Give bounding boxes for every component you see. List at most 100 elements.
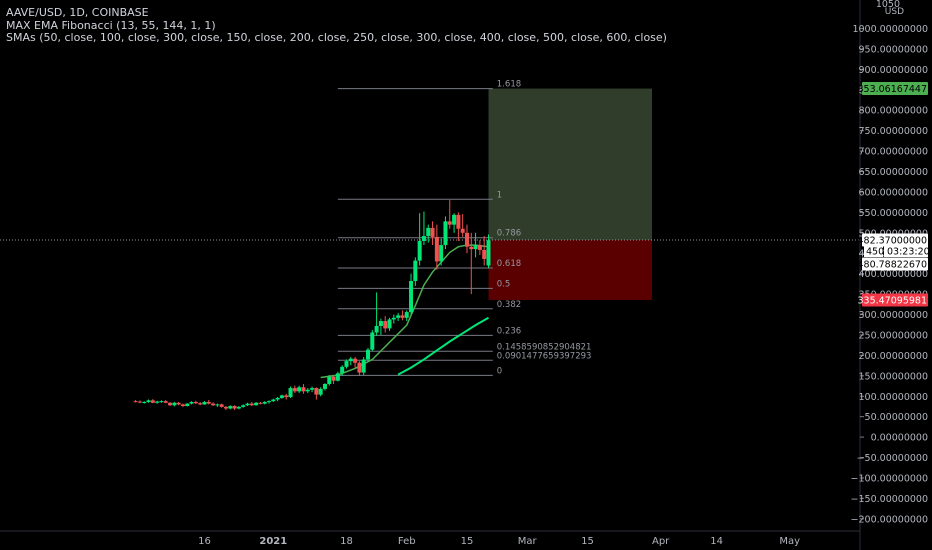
y-tick-label: 250.00000000 [858,330,928,341]
x-tick-label: 16 [198,536,211,547]
candle-body [318,388,323,395]
candle-body [340,366,345,374]
chart-legend: AAVE/USD, 1D, COINBASE MAX EMA Fibonacci… [6,6,667,44]
candle-body [310,388,315,390]
candle [189,401,194,405]
candle [155,400,160,404]
candle-body [176,402,181,405]
fib-level-label: 0.0901477659397293 [497,351,592,361]
price-label: 450 [864,245,884,258]
candle [447,200,452,229]
candle [331,375,336,384]
candle [172,401,177,407]
candle-body [348,358,353,362]
y-tick-label: 750.00000000 [858,126,928,137]
candle [370,330,375,352]
candle-body [189,401,194,404]
candle-body [366,349,370,360]
candle-body [262,401,267,404]
candle-body [163,401,168,403]
candle-body [353,358,358,363]
candle [249,401,254,407]
price-label: 335.47095981 [857,293,928,307]
candle-body [409,281,414,313]
candle [456,212,461,241]
price-label-bg [884,245,928,258]
price-label-bg [864,245,883,258]
candle [275,397,280,402]
x-tick-label: 15 [461,536,474,547]
candle [426,224,431,243]
candle-body [469,246,474,250]
y-tick-label: −200.00000000 [851,514,928,525]
candle [146,399,151,403]
candle-body [155,401,160,403]
candle [404,310,409,322]
candle-body [456,214,461,229]
candle [469,232,474,295]
candle-body [452,214,457,225]
y-tick-label: 150.00000000 [858,371,928,382]
indicator-smas[interactable]: SMAs (50, close, 100, close, 300, close,… [6,31,667,44]
y-tick-label: 1000.00000000 [852,24,928,35]
fib-level-label: 1.618 [497,80,521,90]
candle [241,404,246,408]
price-label: 853.06167447 [857,82,928,96]
candle-body [241,405,246,407]
candle-body [357,362,362,373]
candle [254,401,259,406]
candle-body [168,402,173,406]
y-tick-label: 400.00000000 [858,269,928,280]
candle-body [417,240,422,261]
y-tick-label: 300.00000000 [858,310,928,321]
candle-body [198,403,203,405]
candle [193,400,198,405]
candle-body [374,325,379,333]
candle-body [150,400,155,403]
candle-body [215,404,220,406]
candle [486,234,491,268]
candle [322,383,327,391]
fib-level-label: 0.1458590852904821 [497,342,592,352]
candle-body [275,397,280,400]
candle [340,365,345,376]
y-tick-label: 550.00000000 [858,208,928,219]
candle-body [172,402,177,406]
price-label: 482.37000000 [857,233,928,247]
candle [168,401,173,407]
candle-body [202,401,207,405]
y-tick-label: 700.00000000 [858,147,928,158]
candle [391,314,396,324]
candle-body [219,404,224,407]
candle [258,401,263,405]
indicator-ema-fibonacci[interactable]: MAX EMA Fibonacci (13, 55, 144, 1, 1) [6,18,216,32]
candle-body [292,388,297,392]
candle [267,400,272,404]
candle-body [258,402,263,404]
candle-body [460,228,465,233]
candle-body [271,399,276,402]
candle [439,238,444,266]
candle-body [426,227,431,237]
candle-body [421,236,426,241]
candle [301,383,306,394]
candle-body [236,406,241,409]
candle [297,385,302,393]
symbol-title[interactable]: AAVE/USD, 1D, COINBASE [6,6,149,19]
candle [284,393,289,400]
candle [361,357,366,376]
candle [387,317,392,331]
price-label-text: 480.78822670 [857,260,927,271]
price-label-text: 335.47095981 [857,296,927,307]
candle-body [245,403,250,406]
candle-body [301,387,306,392]
candle [198,401,203,406]
y-tick-label: −100.00000000 [851,473,928,484]
candle-body [434,236,439,262]
price-label-bg [862,233,928,247]
candle [163,399,168,404]
y-tick-label: 50.00000000 [865,412,928,423]
x-tick-label: Feb [398,536,416,547]
